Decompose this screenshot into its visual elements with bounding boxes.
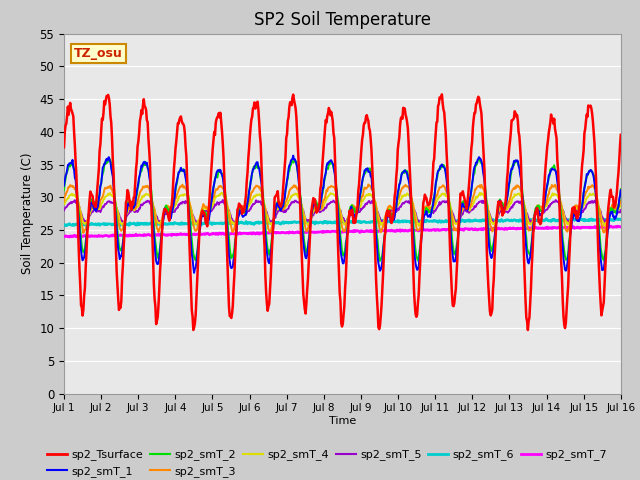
Text: TZ_osu: TZ_osu xyxy=(74,47,123,60)
Legend: sp2_Tsurface, sp2_smT_1, sp2_smT_2, sp2_smT_3, sp2_smT_4, sp2_smT_5, sp2_smT_6, : sp2_Tsurface, sp2_smT_1, sp2_smT_2, sp2_… xyxy=(47,450,607,477)
Y-axis label: Soil Temperature (C): Soil Temperature (C) xyxy=(21,153,34,275)
Title: SP2 Soil Temperature: SP2 Soil Temperature xyxy=(254,11,431,29)
X-axis label: Time: Time xyxy=(329,416,356,426)
